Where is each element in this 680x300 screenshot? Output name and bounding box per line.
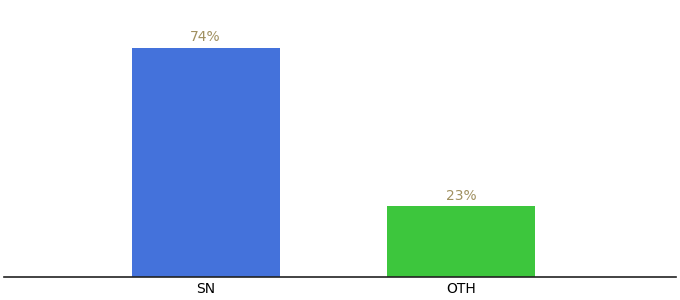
Bar [387,206,534,277]
Text: 74%: 74% [190,31,221,44]
Bar [132,48,279,277]
Text: 23%: 23% [445,189,476,202]
